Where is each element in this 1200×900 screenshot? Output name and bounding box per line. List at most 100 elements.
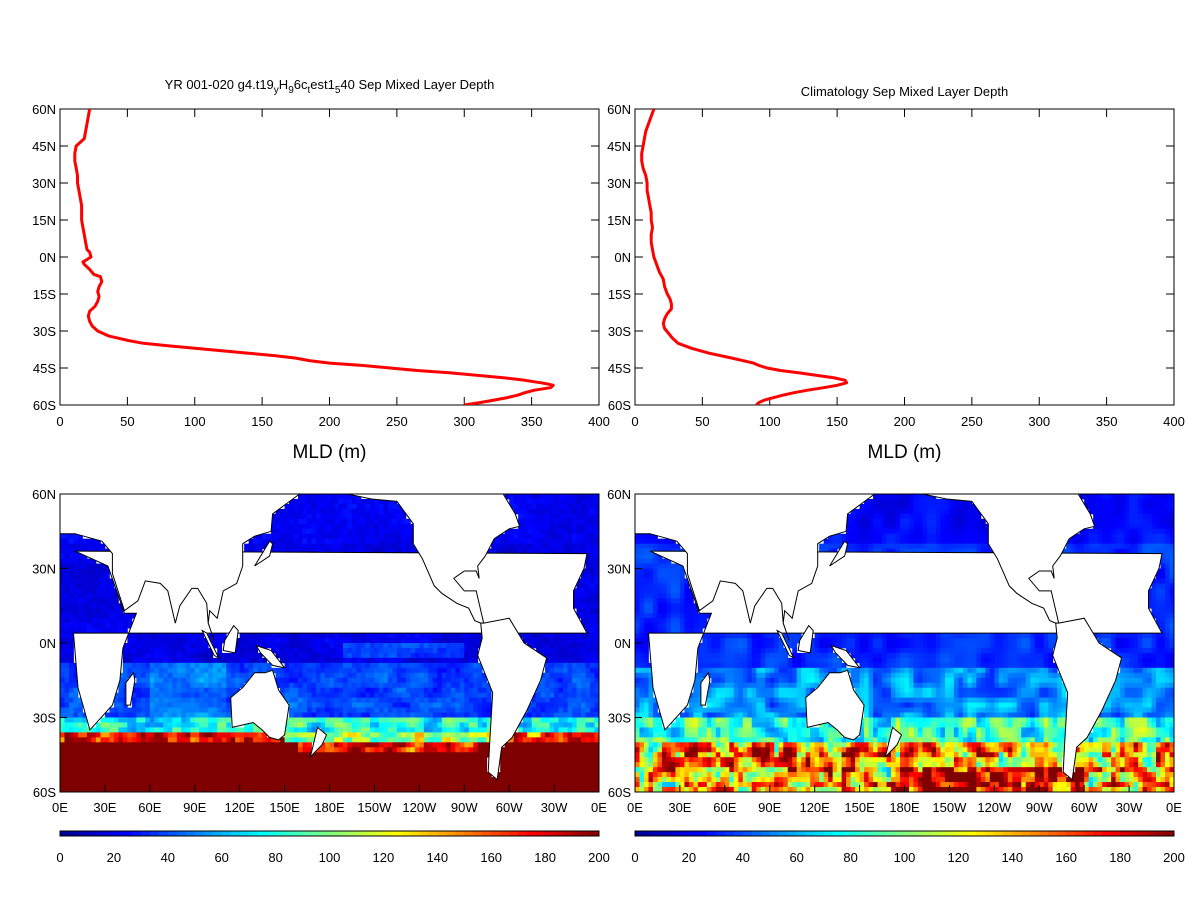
mld-cell — [549, 727, 555, 733]
mld-cell — [536, 702, 542, 708]
mld-cell — [558, 707, 564, 713]
mld-cell — [271, 647, 276, 654]
mld-cell — [131, 712, 137, 718]
mld-cell — [60, 548, 65, 554]
mld-cell — [208, 677, 214, 684]
mld-cell — [1115, 508, 1121, 515]
mld-cell — [405, 538, 411, 545]
mld-cell — [464, 747, 470, 753]
mld-cell — [585, 737, 591, 743]
mld-cell — [109, 717, 115, 723]
mld-cell — [329, 667, 335, 674]
mld-cell — [401, 782, 407, 788]
mld-cell — [136, 697, 142, 703]
mld-cell — [333, 503, 339, 510]
mld-cell — [351, 757, 357, 763]
mld-cell — [392, 543, 398, 550]
mld-cell — [504, 543, 510, 550]
mld-cell — [68, 578, 74, 584]
mld-cell — [230, 672, 236, 679]
mld-cell — [333, 707, 339, 713]
mld-cell — [73, 563, 79, 569]
mld-cell — [572, 643, 577, 649]
mld-cell — [64, 657, 70, 664]
mld-cell — [419, 782, 425, 788]
mld-cell — [307, 518, 312, 525]
mld-cell — [567, 657, 573, 664]
mld-cell — [549, 518, 555, 525]
mld-cell — [383, 727, 389, 733]
mld-cell — [64, 687, 70, 694]
mld-cell — [536, 732, 542, 738]
mld-cell — [536, 782, 542, 788]
mld-cell — [581, 777, 586, 783]
mld-cell — [895, 508, 901, 515]
mld-cell — [423, 697, 429, 703]
mld-cell — [558, 508, 564, 515]
mld-cell — [428, 762, 434, 768]
mld-cell — [882, 498, 887, 505]
mld-cell — [68, 722, 74, 728]
mld-cell — [284, 742, 290, 748]
mld-cell — [365, 677, 371, 684]
mld-cell — [428, 727, 434, 733]
mld-cell — [235, 742, 241, 748]
mld-cell — [594, 787, 600, 793]
mld-cell — [590, 727, 595, 733]
colorbar-segment — [446, 831, 456, 836]
mld-cell — [167, 742, 173, 748]
mld-cell — [401, 737, 407, 743]
mld-cell — [527, 503, 533, 510]
mld-cell — [594, 563, 600, 569]
mld-cell — [522, 747, 528, 753]
mld-cell — [248, 643, 254, 649]
mld-cell — [369, 772, 375, 778]
mld-cell — [450, 717, 456, 723]
mld-cell — [95, 608, 101, 614]
mld-cell — [401, 672, 407, 679]
mld-cell — [140, 657, 146, 664]
mld-cell — [531, 543, 537, 550]
mld-cell — [459, 702, 465, 708]
mld-cell — [1093, 494, 1099, 500]
mld-cell — [244, 757, 250, 763]
mld-cell — [473, 707, 479, 713]
mld-cell — [383, 638, 389, 644]
mld-cell — [387, 523, 393, 530]
mld-cell — [60, 672, 65, 679]
mld-cell — [154, 657, 160, 664]
mld-cell — [962, 523, 968, 530]
mld-field — [60, 494, 600, 793]
mld-cell — [1088, 528, 1094, 535]
mld-cell — [333, 757, 339, 763]
mld-cell — [289, 523, 294, 530]
mld-cell — [410, 538, 416, 545]
mld-cell — [100, 573, 106, 579]
mld-cell — [1124, 533, 1130, 540]
mld-cell — [230, 732, 236, 738]
mld-cell — [199, 722, 205, 728]
mld-cell — [82, 553, 88, 559]
mld-cell — [554, 538, 559, 545]
mld-cell — [540, 762, 546, 768]
mld-cell — [73, 578, 79, 584]
mld-cell — [333, 747, 339, 753]
mld-cell — [482, 687, 488, 694]
mld-cell — [226, 687, 232, 694]
mld-cell — [356, 717, 362, 723]
mld-cell — [118, 742, 124, 748]
mld-cell — [926, 498, 932, 505]
mld-cell — [513, 503, 519, 510]
mld-cell — [127, 722, 133, 728]
mld-cell — [536, 707, 542, 713]
mld-cell — [563, 652, 568, 659]
mld-cell — [540, 777, 546, 783]
mld-cell — [590, 782, 595, 788]
mld-cell — [518, 494, 524, 500]
mld-cell — [185, 787, 191, 793]
mld-cell — [149, 647, 155, 654]
mld-cell — [531, 737, 537, 743]
mld-cell — [360, 548, 366, 554]
mld-cell — [464, 707, 470, 713]
mld-cell — [329, 513, 335, 520]
